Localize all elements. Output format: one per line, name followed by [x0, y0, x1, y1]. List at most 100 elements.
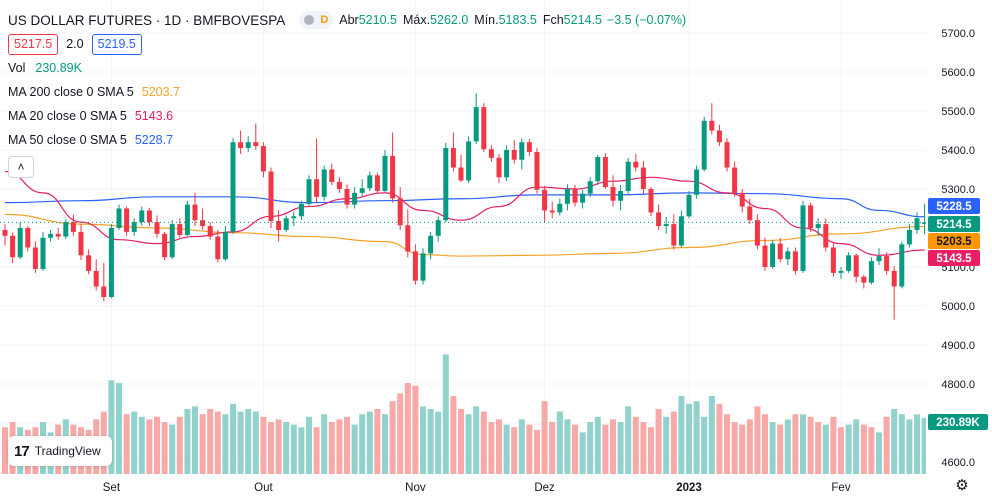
candle: [618, 185, 624, 211]
volume-bar: [450, 396, 457, 474]
candle-body: [162, 233, 168, 258]
candle-body: [245, 142, 251, 149]
candle-body: [374, 175, 380, 191]
candle-body: [352, 192, 358, 205]
candle: [329, 163, 335, 186]
candle-body: [709, 120, 715, 131]
indicator-vol[interactable]: Vol 230.89K: [8, 61, 82, 75]
candle-body: [648, 189, 654, 213]
candle-body: [633, 161, 639, 168]
candle-body: [853, 255, 859, 277]
candle: [321, 165, 327, 201]
candle-body: [238, 142, 244, 149]
volume-bar: [800, 414, 806, 474]
volume-bar: [260, 416, 267, 474]
candle: [93, 259, 99, 291]
bid-price-button[interactable]: 5217.5: [8, 33, 59, 55]
candle: [610, 175, 616, 207]
candle-body: [519, 142, 525, 160]
volume-bar: [655, 409, 662, 474]
indicator-ma20[interactable]: MA 20 close 0 SMA 5 5143.6: [8, 109, 174, 123]
candle-body: [154, 222, 160, 234]
candle-body: [2, 229, 8, 236]
candle-body: [557, 203, 563, 213]
candle-body: [534, 151, 540, 190]
volume-bar: [549, 422, 556, 474]
visibility-toggle[interactable]: D: [299, 11, 334, 29]
candle-body: [838, 270, 844, 273]
volume-bar: [602, 424, 609, 474]
price-tick-label: 4800.0: [941, 379, 975, 391]
candle-body: [382, 155, 388, 191]
candle-body: [367, 175, 373, 189]
candle: [762, 237, 768, 271]
volume-bar: [708, 396, 715, 474]
volume-bar: [526, 424, 533, 474]
volume-bar: [572, 424, 578, 474]
candle: [777, 237, 783, 263]
candle: [17, 222, 23, 260]
candle: [78, 224, 84, 260]
volume-bar: [488, 422, 495, 474]
candle: [412, 244, 418, 285]
tradingview-logo[interactable]: 17 TradingView: [8, 436, 112, 466]
time-tick-label: Nov: [405, 482, 426, 494]
candle: [48, 229, 54, 242]
volume-bar: [283, 422, 290, 474]
ma20-line: [4, 170, 925, 256]
candle: [587, 177, 593, 197]
settings-gear-icon[interactable]: ⚙: [955, 477, 969, 494]
volume-bar: [511, 427, 518, 474]
candle: [238, 130, 244, 154]
volume-bar: [108, 380, 115, 474]
volume-bar: [496, 419, 502, 474]
candle-body: [359, 188, 365, 193]
volume-bar: [769, 422, 776, 474]
candle-body: [405, 225, 411, 252]
volume-bar: [663, 416, 670, 474]
candle: [63, 219, 69, 239]
candle: [374, 172, 380, 193]
candle-body: [473, 107, 479, 142]
price-tick-label: 5000.0: [941, 301, 975, 313]
candle: [10, 232, 16, 264]
ask-price-button[interactable]: 5219.5: [91, 33, 142, 55]
candle: [291, 211, 297, 227]
indicator-ma200[interactable]: MA 200 close 0 SMA 5 5203.7: [8, 85, 180, 99]
volume-bar: [853, 419, 860, 474]
candle: [906, 224, 912, 248]
ohlc-high: Máx.5262.0: [402, 13, 469, 27]
volume-bar: [724, 414, 730, 474]
volume-bar: [792, 414, 799, 474]
volume-bar: [2, 427, 8, 474]
candle: [640, 160, 646, 194]
ohlc-close: Fch5214.5: [542, 13, 602, 27]
volume-bar: [921, 417, 928, 474]
indicator-ma50[interactable]: MA 50 close 0 SMA 5 5228.7: [8, 133, 174, 147]
volume-bar: [199, 414, 206, 474]
candle: [450, 132, 456, 172]
candle-body: [640, 167, 646, 189]
candle-body: [458, 167, 464, 181]
candle-body: [192, 204, 198, 221]
volume-bar: [678, 396, 685, 474]
symbol-title[interactable]: US DOLLAR FUTURES · 1D · BMFBOVESPA: [8, 12, 286, 28]
candle: [124, 206, 130, 236]
volume-bar: [359, 414, 366, 474]
collapse-legend-button[interactable]: ˄: [8, 156, 34, 178]
price-badge: 5143.5: [928, 250, 980, 266]
candle: [534, 148, 540, 194]
candle-body: [390, 155, 396, 199]
time-tick-label: Dez: [534, 482, 555, 494]
candle: [215, 229, 221, 263]
candle-body: [899, 244, 905, 287]
volume-bar: [382, 414, 388, 474]
chevron-up-icon: ˄: [17, 160, 25, 174]
candle: [496, 153, 502, 184]
candle: [200, 208, 206, 230]
volume-bar: [701, 416, 708, 474]
candle-body: [602, 157, 608, 188]
candle: [694, 165, 700, 199]
candle: [542, 185, 548, 223]
